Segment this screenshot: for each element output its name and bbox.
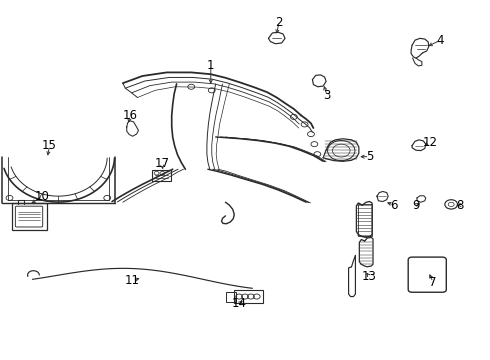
Text: 2: 2 (275, 16, 283, 29)
Text: 7: 7 (429, 276, 437, 289)
Text: 6: 6 (390, 199, 398, 212)
Text: 3: 3 (323, 89, 331, 102)
Text: 13: 13 (362, 270, 377, 283)
Text: 4: 4 (437, 33, 444, 47)
Text: 9: 9 (412, 199, 420, 212)
Text: 1: 1 (207, 59, 215, 72)
Text: 17: 17 (154, 157, 170, 170)
Text: 10: 10 (35, 190, 49, 203)
Text: 5: 5 (366, 150, 373, 163)
Text: 11: 11 (125, 274, 140, 287)
Text: 12: 12 (422, 136, 437, 149)
Text: 16: 16 (122, 109, 138, 122)
Text: 8: 8 (456, 199, 464, 212)
Text: 15: 15 (42, 139, 57, 152)
Text: 14: 14 (232, 297, 246, 310)
